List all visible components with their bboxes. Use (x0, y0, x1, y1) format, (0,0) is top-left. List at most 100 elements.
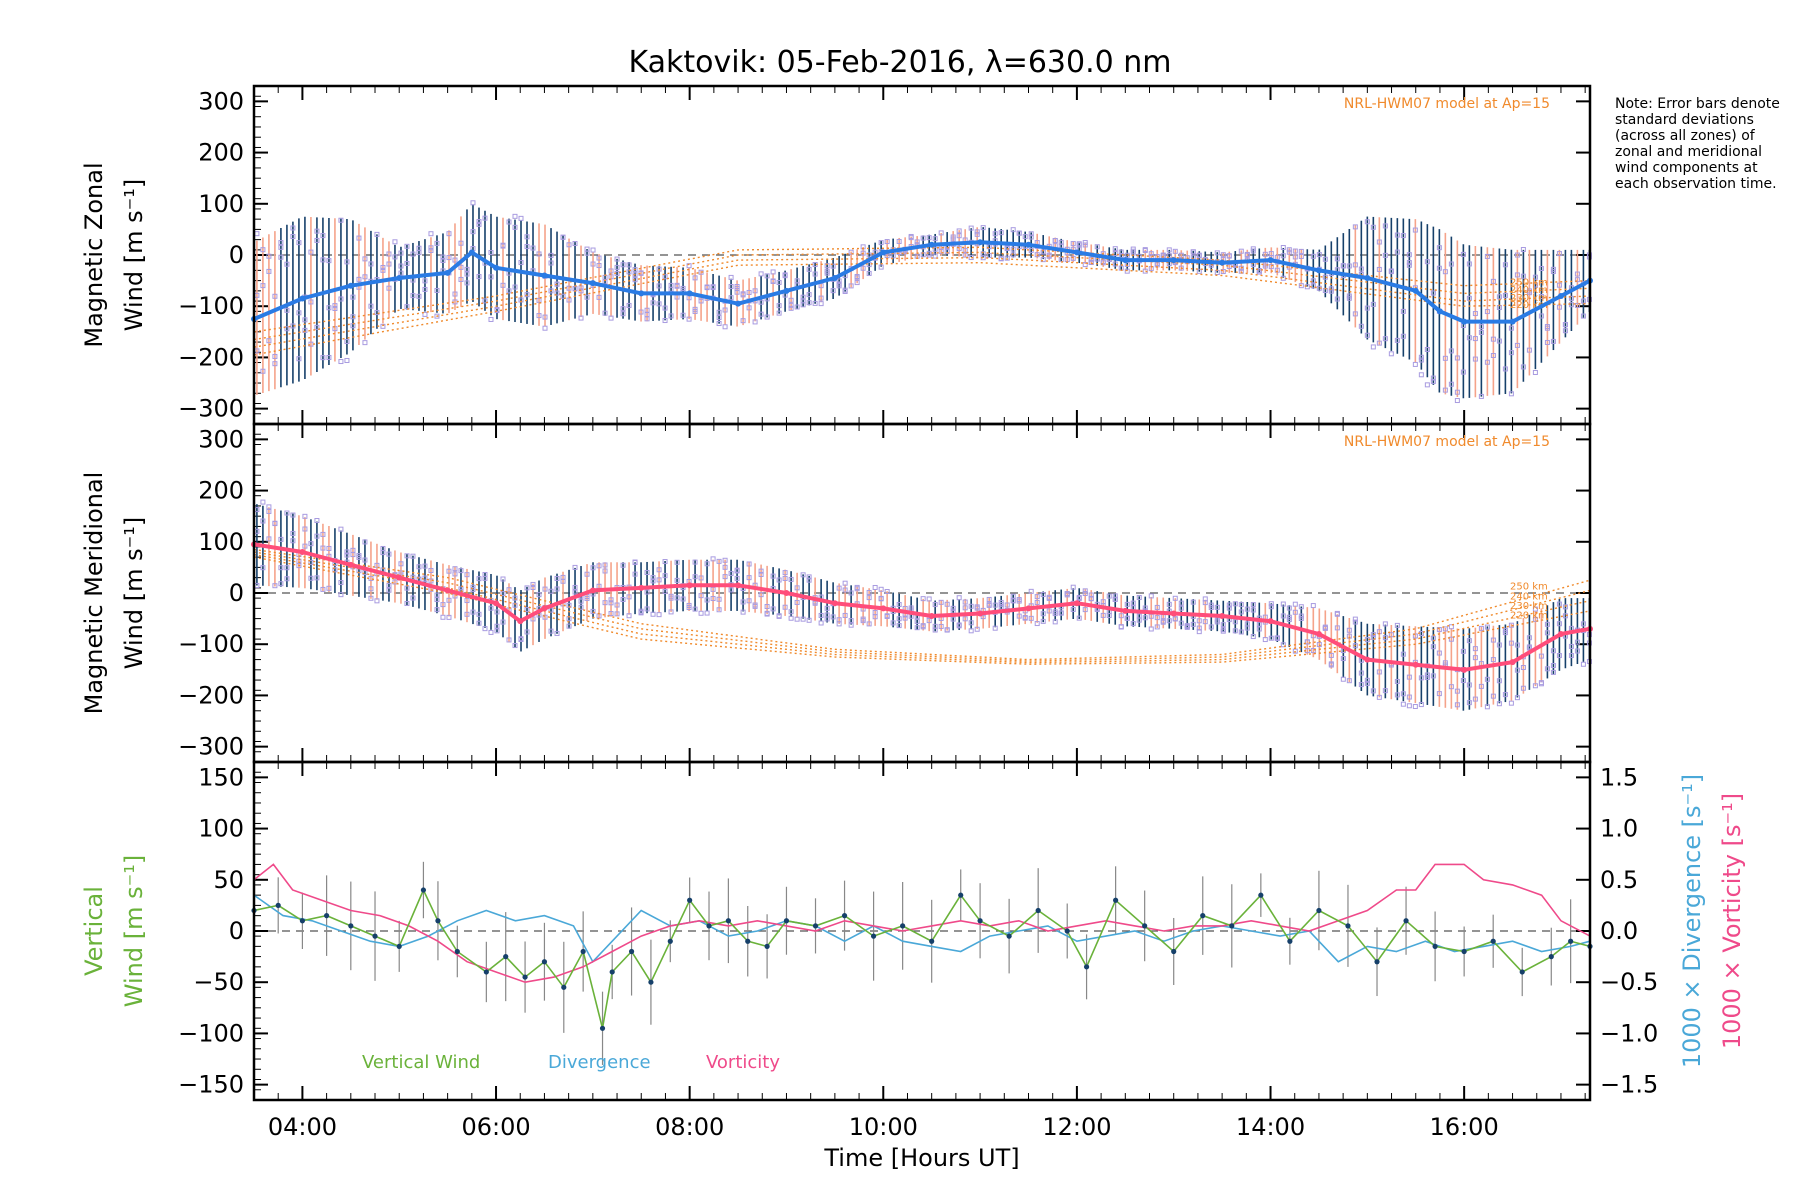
zone-point (1292, 254, 1298, 260)
zone-point (374, 310, 380, 316)
vertical-wind-point (977, 918, 983, 924)
zone-point (974, 626, 980, 632)
zone-point (740, 599, 746, 605)
zone-point (422, 575, 428, 581)
vertical-wind-point (324, 913, 330, 919)
zone-point (542, 614, 548, 620)
mean-wind-point (1412, 287, 1419, 294)
zone-point (338, 580, 344, 586)
zone-point (1124, 252, 1130, 258)
zone-point (1436, 691, 1442, 697)
zone-point (1130, 600, 1136, 606)
zone-point (740, 291, 746, 297)
zone-point (950, 236, 956, 242)
zone-point (338, 526, 344, 532)
right-y-tick-label: 1.0 (1600, 815, 1638, 843)
vertical-wind-point (1258, 892, 1264, 898)
zone-point (776, 279, 782, 285)
vertical-wind-point (483, 969, 489, 975)
zone-point (1430, 378, 1436, 384)
zone-point (476, 221, 482, 227)
zone-point (1406, 694, 1412, 700)
zone-point (536, 592, 542, 598)
zone-point (506, 587, 512, 593)
zone-point (1268, 604, 1274, 610)
zone-point (1322, 256, 1328, 262)
mean-wind-point (1557, 630, 1564, 637)
zone-point (1496, 701, 1502, 707)
zone-point (1412, 633, 1418, 639)
zone-point (968, 620, 974, 626)
zone-point (1250, 607, 1256, 613)
zone-point (674, 283, 680, 289)
zone-point (788, 302, 794, 308)
zone-point (1478, 329, 1484, 335)
vertical-wind-point (541, 959, 548, 965)
zone-point (1316, 642, 1322, 648)
zone-point (584, 294, 590, 300)
zone-point (590, 565, 596, 571)
zone-point (758, 571, 764, 577)
zone-point (386, 261, 392, 267)
zone-point (1352, 224, 1358, 230)
mean-wind-point (1267, 257, 1274, 264)
zone-point (320, 355, 326, 361)
zone-point (1052, 619, 1058, 625)
zone-point (1238, 609, 1244, 615)
zone-point (1394, 337, 1400, 343)
vertical-wind-point (1287, 938, 1293, 944)
zone-point (1544, 324, 1550, 330)
zone-point (944, 249, 950, 255)
zone-point (956, 228, 962, 234)
zone-point (362, 557, 368, 563)
zone-point (1358, 323, 1364, 329)
zone-point (1382, 688, 1388, 694)
zone-point (644, 589, 650, 595)
zone-point (554, 575, 560, 581)
zone-point (434, 287, 440, 293)
zone-point (368, 586, 374, 592)
zone-point (1454, 355, 1460, 361)
zone-point (938, 623, 944, 629)
zone-point (1388, 269, 1394, 275)
zone-point (422, 278, 428, 284)
zone-point (398, 263, 404, 269)
zone-point (1526, 635, 1532, 641)
zone-point (1340, 676, 1346, 682)
zone-point (1028, 231, 1034, 237)
mean-wind-point (1073, 249, 1080, 256)
zone-point (848, 249, 854, 255)
y-axis-label-line1: Magnetic Meridional (80, 472, 108, 715)
zone-point (254, 231, 260, 237)
zone-point (1406, 674, 1412, 680)
zone-point (1484, 309, 1490, 315)
zone-point (914, 618, 920, 624)
zone-point (950, 616, 956, 622)
zone-point (416, 250, 422, 256)
zone-point (812, 300, 818, 306)
zone-point (1298, 604, 1304, 610)
zone-point (890, 620, 896, 626)
mean-wind-point (928, 241, 935, 248)
zone-point (1406, 260, 1412, 266)
zone-point (1490, 657, 1496, 663)
zone-point (1280, 601, 1286, 607)
zone-point (1496, 678, 1502, 684)
zone-point (914, 625, 920, 631)
zone-point (1556, 621, 1562, 627)
zone-point (632, 560, 638, 566)
zone-point (1352, 643, 1358, 649)
zone-point (1250, 634, 1256, 640)
mean-wind-point (1267, 618, 1274, 625)
zone-point (1082, 588, 1088, 594)
zone-point (1490, 352, 1496, 358)
zone-point (674, 559, 680, 565)
zone-point (578, 285, 584, 291)
divergence-line (253, 894, 1591, 964)
vertical-panel: −150 −100 −50 0 50 100 150 Vertical Wind [m s⁻¹]… (80, 760, 1746, 1172)
zone-point (290, 234, 296, 240)
zone-point (1442, 355, 1448, 361)
zone-point (380, 267, 386, 273)
zone-point (272, 583, 278, 589)
x-tick-label: 08:00 (655, 1113, 724, 1141)
